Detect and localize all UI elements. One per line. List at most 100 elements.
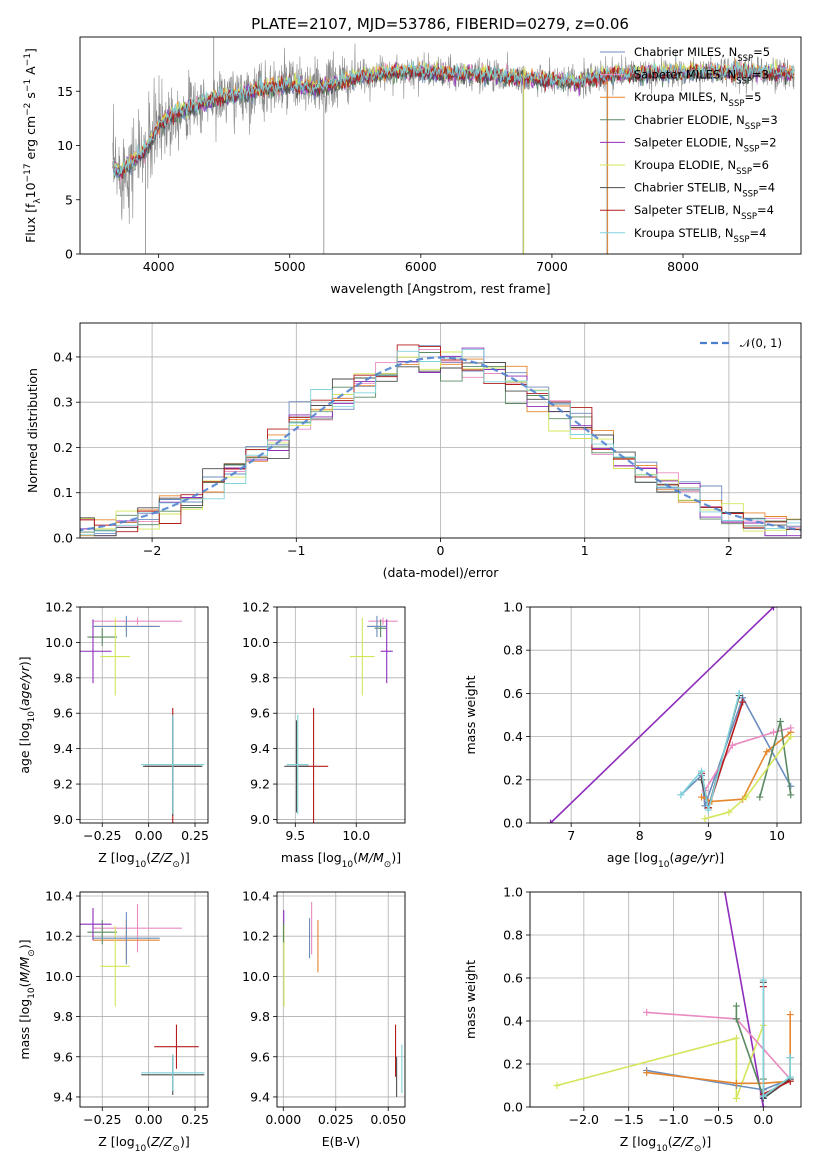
legend-label: Kroupa MILES, NSSP=5 <box>634 90 761 109</box>
legend-label: Chabrier ELODIE, NSSP=3 <box>634 113 778 132</box>
series-line-kroupa-stelib <box>680 693 741 811</box>
label-part: Z/Z <box>150 1134 173 1149</box>
label-part: λ <box>33 198 43 204</box>
legend-label: Chabrier STELIB, NSSP=4 <box>634 181 775 200</box>
normal-curve <box>80 356 801 532</box>
y-tick-label: 9.0 <box>53 812 73 827</box>
legend-text: Salpeter STELIB, N <box>634 203 741 217</box>
label-part: Z/Z <box>150 850 173 865</box>
y-axis-label: mass weight <box>463 675 478 754</box>
y-axis-label: mass weight <box>463 960 478 1039</box>
x-tick-label: 10.0 <box>342 828 370 843</box>
histogram-kroupa-stelib <box>80 348 801 536</box>
x-axis-label: Z [log10(Z/Z⊙)] <box>98 850 189 870</box>
plus-marker <box>770 607 778 611</box>
plus-marker <box>756 793 764 801</box>
legend-subscript: SSP <box>736 167 752 177</box>
plus-marker <box>732 1002 740 1010</box>
legend-subscript: SSP <box>744 144 760 154</box>
y-tick-label: 9.8 <box>53 1009 73 1024</box>
label-part: 10 <box>27 711 37 723</box>
plus-marker <box>643 1069 651 1077</box>
y-tick-label: 10 <box>57 138 73 153</box>
axes-frame <box>529 606 802 824</box>
y-tick-label: 0 <box>65 247 73 262</box>
x-axis-label: E(B-V) <box>322 1134 361 1149</box>
panel-mass-weight-vs-Z: −2.0 −1.5 −1.0 −0.5 0.0 0.0 0.2 0.4 0.6 0.8 1.0 Z [… <box>463 885 802 1154</box>
x-tick-label: 0.025 <box>318 1112 354 1127</box>
plus-marker <box>728 741 736 749</box>
label-part: )] <box>701 1134 711 1149</box>
legend-subscript: SSP <box>729 99 745 109</box>
label-part: mass weight <box>463 960 478 1039</box>
label-part: −17 <box>23 163 33 182</box>
plus-marker <box>677 791 685 799</box>
x-tick-label: 0.000 <box>265 1112 301 1127</box>
x-tick-label: 1 <box>581 543 589 558</box>
plus-marker <box>776 717 784 725</box>
x-tick-label: 0 <box>437 543 445 558</box>
plus-marker <box>787 791 795 799</box>
label-part: mass [log <box>281 850 342 865</box>
legend-subscript: SSP <box>742 190 758 200</box>
y-tick-label: 9.2 <box>53 777 73 792</box>
series-line-kroupa-elodie <box>556 1025 765 1099</box>
plot-area-age-vs-Z <box>80 607 208 823</box>
plus-marker <box>786 1073 794 1081</box>
x-tick-label: 0.25 <box>181 1112 209 1127</box>
legend-label: Kroupa STELIB, NSSP=4 <box>634 226 766 245</box>
label-part: )] <box>180 1134 190 1149</box>
label-part: Z [log <box>98 850 134 865</box>
label-part: Normed distribution <box>25 368 40 493</box>
series-line-kroupa-elodie <box>704 736 792 820</box>
x-tick-label: 0.050 <box>370 1112 406 1127</box>
plus-marker <box>742 793 750 801</box>
legend-subscript: SSP <box>734 235 750 245</box>
x-tick-label: 0.0 <box>753 1112 773 1127</box>
series-line-salpeter-elodie <box>550 607 775 823</box>
label-part: ( <box>353 850 358 865</box>
y-tick-label: 9.0 <box>250 812 270 827</box>
y-tick-label: 10.0 <box>45 969 73 984</box>
label-part: −2 <box>23 103 33 116</box>
label-part: age/yr <box>674 850 715 865</box>
y-tick-label: 10.2 <box>45 929 73 944</box>
y-tick-label: 0.2 <box>53 440 73 455</box>
legend-subscript: SSP <box>736 77 752 87</box>
x-tick-label: 0.00 <box>135 828 163 843</box>
plus-marker <box>704 806 712 814</box>
plot-area-age-vs-mass <box>277 607 405 823</box>
x-tick-label: −2.0 <box>569 1112 599 1127</box>
panel-age-vs-mass: 9.5 10.0 9.0 9.2 9.4 9.6 9.8 10.0 10.2 mass [log1… <box>242 600 406 870</box>
plus-marker <box>786 1054 794 1062</box>
label-part: ( <box>668 1134 673 1149</box>
label-part: A <box>23 66 38 79</box>
plus-marker <box>759 1103 767 1107</box>
x-tick-label: 4000 <box>143 259 175 274</box>
y-tick-label: 9.8 <box>250 1009 270 1024</box>
x-axis-label: Z [log10(Z/Z⊙)] <box>98 1134 189 1154</box>
label-part: age [log <box>17 722 32 773</box>
y-tick-label: 9.2 <box>250 777 270 792</box>
y-tick-label: 0.4 <box>503 729 523 744</box>
label-part: 10 <box>658 860 670 870</box>
panel-spectrum: 4000 5000 6000 7000 8000 0 5 10 15 wavelength [An… <box>23 36 802 296</box>
y-tick-label: 9.4 <box>250 1089 270 1104</box>
legend-label: Salpeter STELIB, NSSP=4 <box>634 203 774 222</box>
label-part: ⊙ <box>172 1144 180 1154</box>
legend-label: Salpeter ELODIE, NSSP=2 <box>634 135 777 154</box>
axes-frame <box>79 322 802 539</box>
axes-frame <box>79 891 209 1108</box>
label-part: Z [log <box>98 1134 134 1149</box>
label-part: )] <box>180 850 190 865</box>
label-part: Z/Z <box>672 1134 695 1149</box>
x-tick-label: 6000 <box>405 259 437 274</box>
series-line-kroupa-stelib <box>762 980 791 1098</box>
x-tick-label: −0.25 <box>83 1112 121 1127</box>
y-tick-label: 0.4 <box>503 1014 523 1029</box>
plot-area-mass-vs-ebv <box>277 892 405 1107</box>
label-part: ⊙ <box>27 949 37 957</box>
x-tick-label: −1 <box>287 543 305 558</box>
